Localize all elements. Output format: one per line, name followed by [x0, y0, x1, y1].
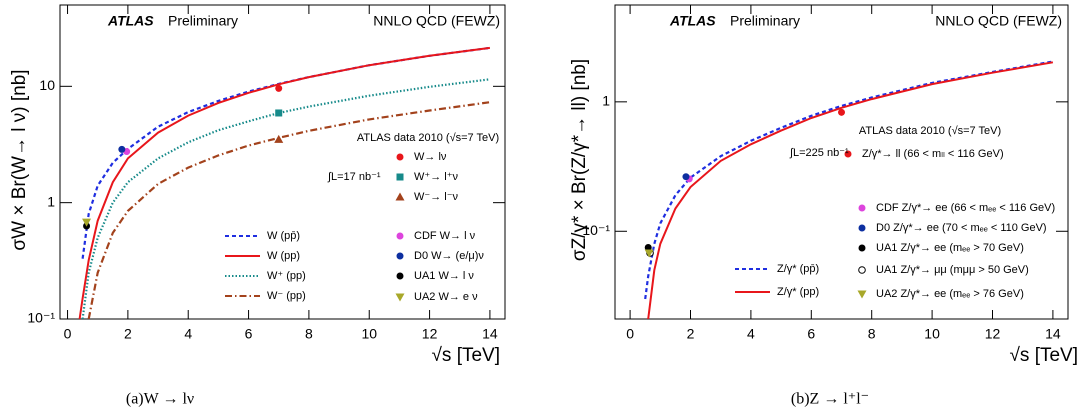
legend-marker	[858, 204, 866, 212]
legend-marker	[396, 272, 404, 280]
plot-frame	[614, 4, 1069, 320]
caption: (a)W → lν	[126, 391, 194, 408]
legend-label: CDF Z/γ*→ ee (66 < mₑₑ < 116 GeV)	[876, 202, 1055, 214]
legend-marker	[857, 290, 867, 299]
x-tick-label: 8	[868, 326, 876, 342]
legend-label: Z/γ* (pp)	[777, 286, 819, 298]
title: ATLAS	[669, 13, 716, 29]
x-tick-label: 6	[807, 326, 815, 342]
data-label: ATLAS data 2010 (√s=7 TeV)	[859, 125, 1001, 137]
x-axis-label: √s [TeV]	[1009, 345, 1078, 366]
x-tick-label: 4	[747, 326, 755, 342]
legend-label: UA1 W→ l ν	[414, 270, 474, 282]
legend-label: W (pp̄)	[267, 230, 300, 242]
legend-marker	[396, 153, 404, 161]
x-tick-label: 0	[626, 326, 634, 342]
legend-marker	[396, 232, 404, 240]
legend-marker	[844, 150, 852, 158]
x-tick-label: 10	[924, 326, 940, 342]
x-tick-label: 6	[245, 326, 253, 342]
marker	[275, 109, 283, 117]
legend-label: UA2 W→ e ν	[414, 291, 478, 303]
annotation: NNLO QCD (FEWZ)	[935, 13, 1062, 29]
subtitle: Preliminary	[730, 13, 800, 29]
x-tick-label: 8	[305, 326, 313, 342]
curve	[81, 46, 491, 259]
data-label: ATLAS data 2010 (√s=7 TeV)	[357, 132, 499, 144]
legend-label: W→ lν	[414, 151, 447, 163]
annotation: NNLO QCD (FEWZ)	[373, 13, 500, 29]
legend-label: W⁻ (pp)	[267, 290, 306, 302]
y-tick-label: 10	[39, 77, 55, 93]
legend-marker	[396, 173, 404, 181]
marker	[275, 84, 283, 92]
marker	[838, 108, 845, 116]
plot-area	[78, 46, 491, 319]
x-tick-label: 0	[64, 326, 72, 342]
caption: (b)Z → l⁺l⁻	[791, 391, 869, 408]
legend-label: D0 Z/γ*→ ee (70 < mₑₑ < 110 GeV)	[876, 222, 1047, 234]
legend-marker	[395, 192, 405, 201]
x-axis-label: √s [TeV]	[431, 345, 500, 366]
legend-label: Z/γ*→ ll (66 < mₗₗ < 116 GeV)	[862, 148, 1004, 160]
marker	[82, 218, 92, 227]
marker	[274, 134, 284, 143]
y-tick-label: 1	[47, 193, 55, 209]
legend-label: W⁻→ l⁻ν	[414, 191, 458, 203]
curve	[647, 61, 1054, 319]
curve	[78, 46, 491, 319]
x-tick-label: 12	[422, 326, 438, 342]
plot-frame	[59, 4, 506, 320]
legend-label: UA1 Z/γ*→ ee (mₑₑ > 70 GeV)	[876, 242, 1024, 254]
y-tick-label: 10⁻¹	[27, 310, 55, 326]
legend-label: W⁺ (pp)	[267, 270, 306, 282]
subtitle: Preliminary	[168, 13, 238, 29]
luminosity: ∫L=17 nb⁻¹	[327, 171, 381, 183]
curve	[81, 78, 491, 319]
legend-marker	[395, 293, 405, 302]
legend-label: Z/γ* (pp̄)	[777, 263, 819, 275]
legend-label: W (pp)	[267, 250, 300, 262]
x-tick-label: 14	[1045, 326, 1061, 342]
marker	[644, 249, 654, 258]
legend-label: UA2 Z/γ*→ ee (mₑₑ > 76 GeV)	[876, 288, 1024, 300]
x-tick-label: 12	[985, 326, 1001, 342]
title: ATLAS	[107, 13, 154, 29]
legend-marker	[858, 266, 866, 274]
y-axis-label: σZ/γ* × Br(Z/γ*→ ll) [nb]	[569, 59, 590, 261]
marker	[682, 173, 690, 181]
y-tick-label: 10⁻¹	[582, 222, 610, 238]
luminosity: ∫L=225 nb⁻¹	[789, 147, 849, 159]
legend-label: CDF W→ l ν	[414, 230, 476, 242]
x-tick-label: 2	[124, 326, 132, 342]
x-tick-label: 4	[184, 326, 192, 342]
legend-marker	[858, 244, 866, 252]
x-tick-label: 2	[687, 326, 695, 342]
y-axis-label: σW × Br(W→ l ν) [nb]	[9, 69, 30, 250]
marker	[118, 145, 126, 153]
curve	[644, 60, 1054, 300]
y-tick-label: 1	[602, 93, 610, 109]
curve	[87, 101, 491, 319]
legend-marker	[858, 224, 866, 232]
legend-label: D0 W→ (e/μ)ν	[414, 250, 484, 262]
legend-label: W⁺→ l⁺ν	[414, 171, 458, 183]
plot-area	[644, 60, 1054, 319]
x-tick-label: 10	[361, 326, 377, 342]
legend-label: UA1 Z/γ*→ μμ (mμμ > 50 GeV)	[876, 264, 1029, 276]
x-tick-label: 14	[482, 326, 498, 342]
legend-marker	[396, 252, 404, 260]
